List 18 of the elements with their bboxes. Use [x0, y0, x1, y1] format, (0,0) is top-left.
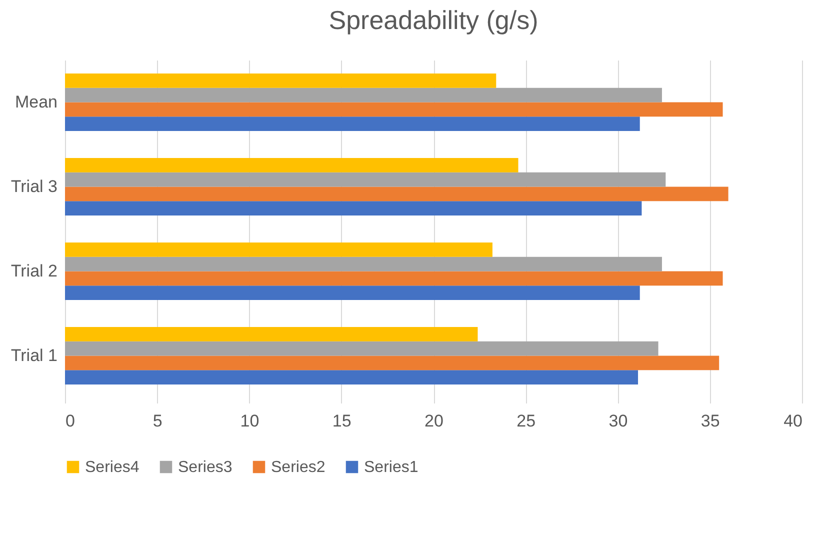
x-tick-label: 0 [66, 412, 75, 430]
x-tick-label: 35 [700, 412, 720, 430]
y-tick-label: Trial 3 [10, 176, 58, 196]
x-tick-label: 20 [424, 412, 444, 430]
y-tick-label: Trial 1 [10, 346, 58, 365]
chart-title: Spreadability (g/s) [328, 5, 538, 35]
x-tick-label: 10 [240, 412, 260, 430]
x-tick-label: 5 [152, 412, 162, 430]
legend-label: Series3 [178, 459, 232, 476]
x-tick-label: 40 [784, 412, 802, 430]
legend-label: Series2 [271, 459, 326, 476]
y-tick-label: Trial 2 [10, 261, 58, 280]
x-tick-label: 15 [332, 412, 352, 430]
y-tick-label: Mean [14, 92, 58, 112]
legend-label: Series4 [85, 459, 140, 476]
x-tick-label: 25 [516, 412, 536, 430]
legend-label: Series1 [364, 459, 418, 476]
x-tick-label: 30 [608, 412, 628, 430]
